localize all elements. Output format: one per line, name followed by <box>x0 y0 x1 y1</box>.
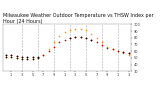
Point <box>21 56 23 57</box>
Point <box>74 36 76 38</box>
Point <box>111 48 114 50</box>
Point <box>85 37 87 38</box>
Point <box>26 57 28 58</box>
Point <box>5 54 7 55</box>
Point <box>69 37 71 38</box>
Point <box>106 47 108 49</box>
Point <box>122 51 124 53</box>
Point <box>95 37 98 38</box>
Point <box>15 55 18 57</box>
Point <box>37 56 39 57</box>
Point <box>42 54 44 55</box>
Point <box>90 39 92 40</box>
Point <box>90 33 92 34</box>
Point <box>127 52 130 53</box>
Point <box>47 48 50 49</box>
Point <box>42 54 44 55</box>
Point <box>10 57 12 58</box>
Point <box>127 52 130 53</box>
Point <box>47 50 50 51</box>
Point <box>95 42 98 43</box>
Point <box>15 55 18 57</box>
Point <box>127 54 130 55</box>
Point <box>79 28 82 30</box>
Point <box>69 37 71 38</box>
Point <box>26 59 28 60</box>
Point <box>10 57 12 58</box>
Point <box>74 36 76 38</box>
Point <box>117 51 119 52</box>
Point <box>122 53 124 54</box>
Point <box>5 56 7 57</box>
Point <box>74 28 76 30</box>
Point <box>37 56 39 57</box>
Point <box>10 55 12 56</box>
Point <box>21 56 23 57</box>
Point <box>53 42 55 43</box>
Point <box>15 57 18 59</box>
Point <box>5 54 7 55</box>
Point <box>26 57 28 58</box>
Point <box>63 32 66 33</box>
Point <box>21 58 23 59</box>
Point <box>79 36 82 38</box>
Point <box>31 59 34 60</box>
Point <box>15 57 18 59</box>
Point <box>101 44 103 46</box>
Point <box>79 36 82 38</box>
Point <box>31 59 34 60</box>
Point <box>58 42 60 43</box>
Point <box>53 46 55 47</box>
Point <box>85 37 87 38</box>
Point <box>85 30 87 31</box>
Point <box>26 59 28 60</box>
Point <box>31 57 34 58</box>
Point <box>69 29 71 30</box>
Point <box>5 56 7 57</box>
Point <box>31 57 34 58</box>
Point <box>37 57 39 59</box>
Point <box>37 57 39 59</box>
Point <box>101 42 103 43</box>
Point <box>21 58 23 59</box>
Point <box>63 39 66 40</box>
Point <box>58 36 60 37</box>
Point <box>111 48 114 50</box>
Text: Milwaukee Weather Outdoor Temperature vs THSW Index per Hour (24 Hours): Milwaukee Weather Outdoor Temperature vs… <box>3 13 154 24</box>
Point <box>90 39 92 40</box>
Point <box>10 55 12 56</box>
Point <box>117 50 119 51</box>
Point <box>106 46 108 47</box>
Point <box>122 51 124 53</box>
